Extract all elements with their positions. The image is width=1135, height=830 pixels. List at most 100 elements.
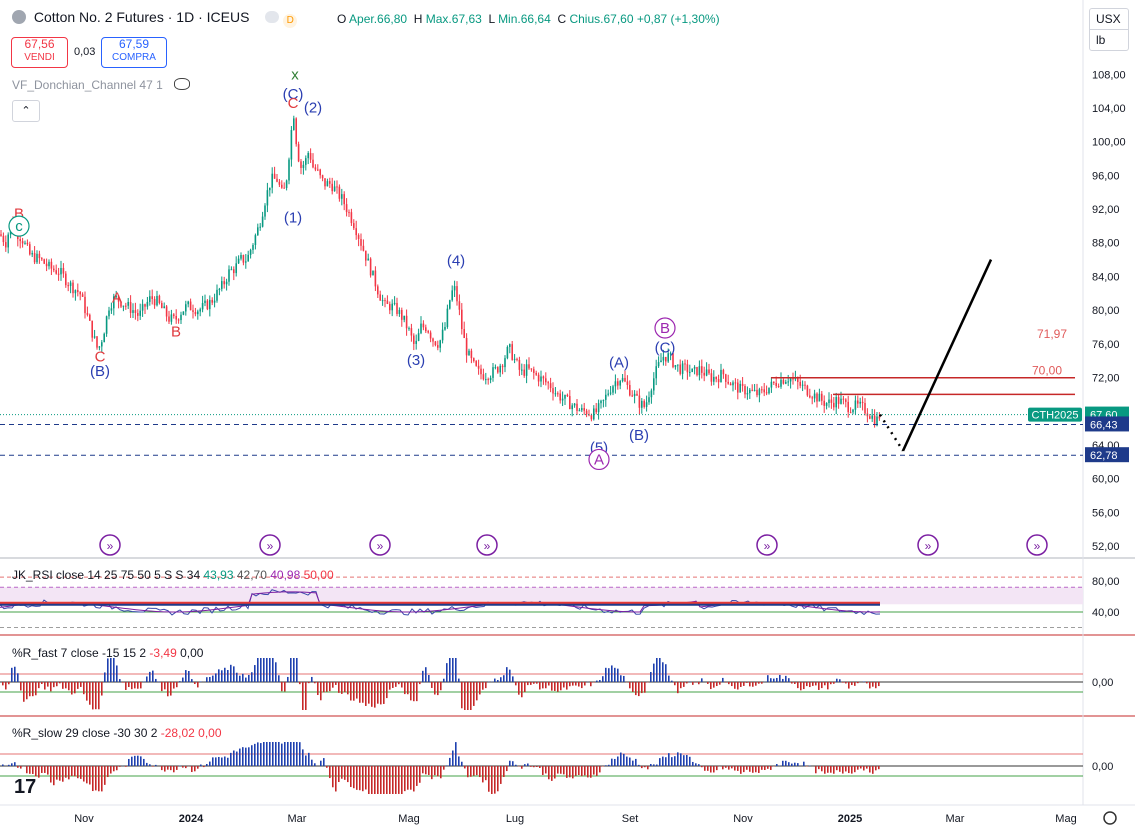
collapse-button[interactable]: ⌃ — [12, 100, 40, 122]
hist-bar — [764, 766, 766, 771]
candle-body — [708, 369, 710, 374]
hist-bar — [407, 682, 409, 695]
hist-bar — [872, 682, 874, 687]
hist-bar — [434, 766, 436, 776]
hist-bar — [29, 682, 31, 697]
hist-bar — [356, 766, 358, 790]
hist-bar — [281, 743, 283, 766]
hist-bar — [23, 682, 25, 702]
candle-body — [233, 269, 235, 274]
hist-bar — [353, 766, 355, 789]
symbol-icon — [12, 10, 26, 24]
hist-bar — [302, 749, 304, 766]
indicator-legend[interactable]: VF_Donchian_Channel 47 1 — [12, 78, 191, 92]
hist-bar — [599, 766, 601, 773]
hist-bar — [557, 766, 559, 774]
candle-body — [645, 402, 648, 407]
candle-body — [593, 408, 595, 420]
candle-body — [129, 301, 132, 313]
candle-body — [365, 250, 367, 261]
rsi-tick: 80,00 — [1092, 576, 1120, 588]
hist-bar — [866, 682, 868, 684]
candle-body — [120, 301, 122, 307]
hist-bar — [95, 682, 97, 710]
hist-bar — [98, 766, 100, 792]
symbol-title[interactable]: Cotton No. 2 Futures · 1D · ICEUS — [33, 9, 250, 25]
candle-body — [420, 323, 422, 334]
candle-body — [201, 303, 204, 310]
rsi-legend[interactable]: JK_RSI close 14 25 75 50 5 S S 34 43,93 … — [12, 568, 334, 582]
y-tick-label: 96,00 — [1092, 170, 1120, 182]
r-fast-legend[interactable]: %R_fast 7 close -15 15 2 -3,49 0,00 — [12, 646, 204, 660]
candle-body — [237, 258, 240, 264]
hist-bar — [527, 763, 529, 766]
candle-body — [509, 344, 511, 347]
candle-body — [768, 387, 770, 394]
wave-circle — [654, 317, 676, 339]
candle-body — [787, 381, 789, 383]
hist-bar — [665, 757, 667, 766]
currency-unit-selector[interactable]: USX lb — [1089, 8, 1129, 51]
hist-bar — [770, 678, 772, 682]
buy-button[interactable]: 67,59 COMPRA — [101, 37, 167, 68]
hist-bar — [116, 665, 118, 682]
hist-bar — [260, 658, 262, 682]
candle-body — [739, 383, 741, 393]
currency-select[interactable]: USX — [1096, 12, 1121, 26]
hist-bar — [752, 682, 754, 687]
hist-bar — [77, 766, 79, 779]
level-value: 62,78 — [1090, 450, 1118, 462]
level-tag — [1085, 447, 1129, 463]
hist-bar — [767, 766, 769, 769]
hist-bar — [875, 766, 877, 771]
hist-bar — [80, 766, 82, 779]
hist-bar — [344, 766, 346, 780]
hist-bar — [437, 766, 439, 777]
hist-bar — [152, 766, 154, 767]
hist-bar — [662, 756, 664, 766]
sell-button[interactable]: 67,56 VENDI — [11, 37, 68, 68]
candle-body — [609, 392, 612, 394]
hist-bar — [767, 675, 769, 682]
hist-bar — [185, 670, 187, 682]
hist-bar — [509, 760, 511, 766]
candle-body — [384, 300, 386, 302]
candle-body — [444, 326, 446, 330]
candle-body — [31, 253, 33, 255]
candle-body — [504, 358, 506, 368]
hist-bar — [95, 766, 97, 791]
hist-bar — [581, 682, 583, 689]
hist-bar — [341, 682, 343, 694]
y-tick-label: 88,00 — [1092, 238, 1120, 250]
hist-bar — [482, 682, 484, 690]
hist-bar — [713, 682, 715, 688]
candle-body — [89, 314, 91, 321]
hist-bar — [182, 677, 184, 682]
y-tick-label: 108,00 — [1092, 69, 1126, 81]
hist-bar — [284, 682, 286, 692]
eye-icon[interactable] — [265, 11, 280, 23]
projection-line — [901, 259, 993, 452]
hist-bar — [470, 682, 472, 710]
candle-body — [2, 235, 5, 243]
hist-bar — [596, 680, 598, 682]
hist-bar — [407, 766, 409, 790]
candle-body — [276, 178, 278, 182]
hist-bar — [53, 766, 55, 786]
hist-bar — [83, 766, 85, 782]
r-slow-legend[interactable]: %R_slow 29 close -30 30 2 -28,02 0,00 — [12, 726, 222, 740]
hist-bar — [497, 680, 499, 682]
unit-select[interactable]: lb — [1090, 29, 1128, 50]
delayed-icon[interactable]: D — [283, 14, 298, 28]
hist-bar — [164, 682, 166, 690]
hist-bar — [371, 682, 373, 707]
hist-bar — [338, 682, 340, 693]
hist-bar — [734, 682, 736, 689]
hide-icon[interactable] — [174, 78, 191, 90]
hist-bar — [434, 682, 436, 695]
hist-bar — [665, 664, 667, 682]
hist-bar — [5, 682, 7, 690]
hist-bar — [815, 682, 817, 686]
candle-body — [770, 381, 773, 388]
